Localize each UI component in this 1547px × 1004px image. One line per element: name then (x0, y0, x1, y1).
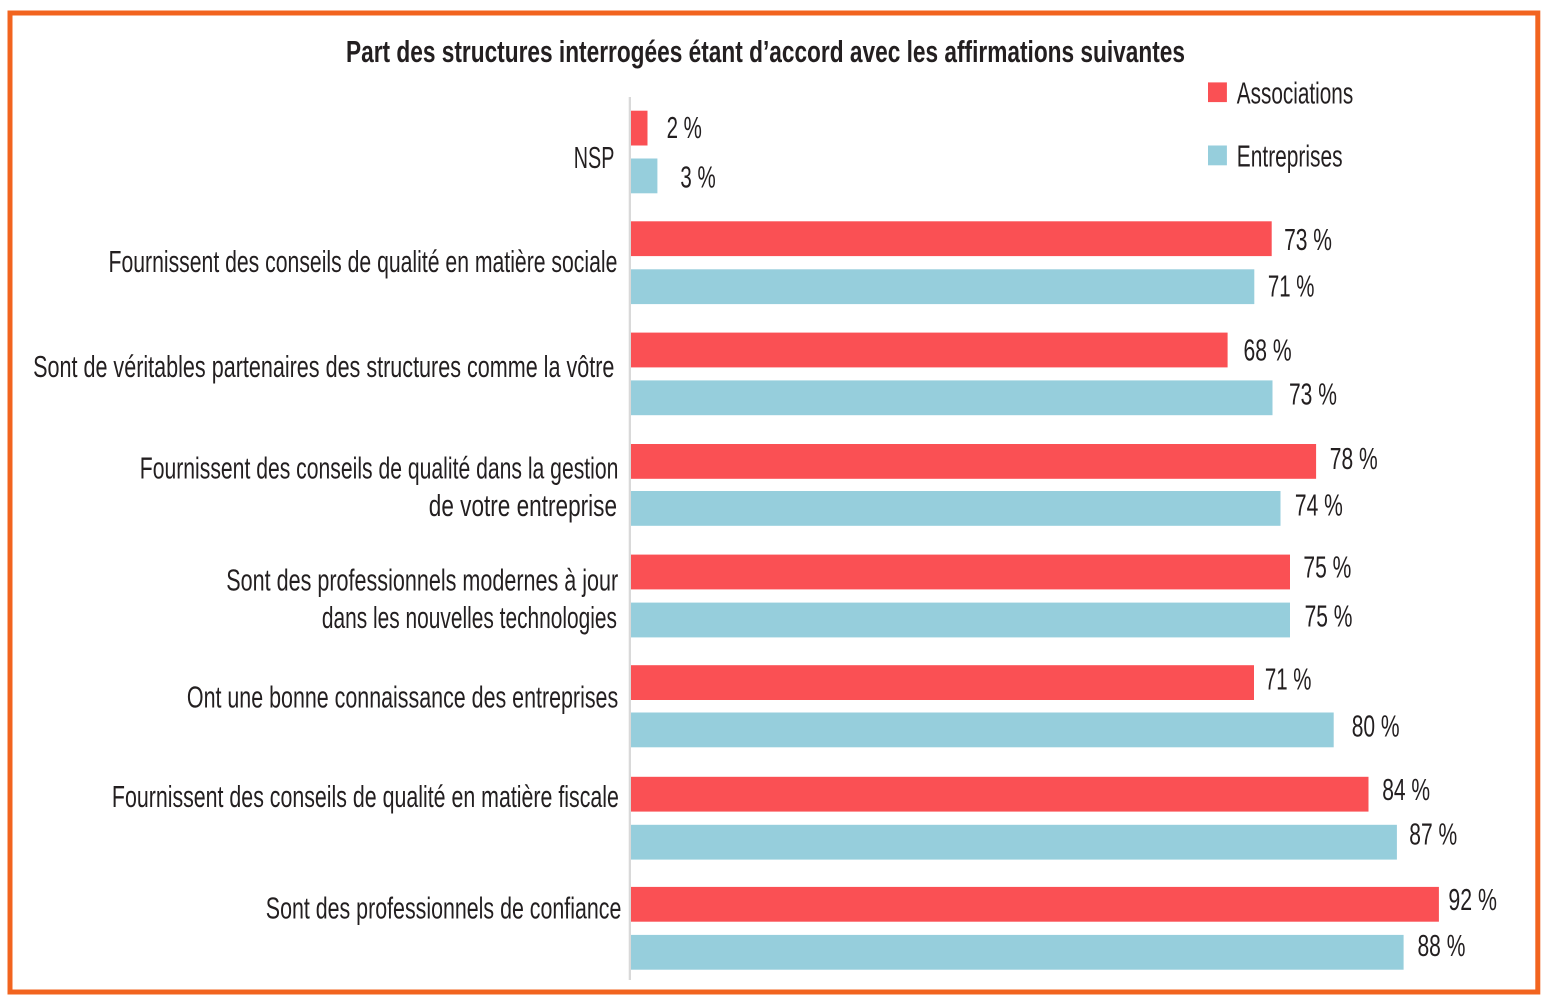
svg-text:Fournissent des conseils de qu: Fournissent des conseils de qualité en m… (112, 779, 619, 814)
svg-text:dans les nouvelles technologie: dans les nouvelles technologies (322, 600, 617, 635)
svg-text:Associations: Associations (1237, 75, 1353, 110)
svg-text:78 %: 78 % (1330, 441, 1378, 476)
svg-text:73 %: 73 % (1284, 222, 1332, 257)
svg-text:73 %: 73 % (1289, 377, 1337, 412)
svg-text:92 %: 92 % (1448, 882, 1497, 917)
svg-text:84 %: 84 % (1382, 772, 1430, 807)
svg-text:Fournissent des conseils de qu: Fournissent des conseils de qualité dans… (140, 451, 619, 486)
svg-text:87 %: 87 % (1409, 817, 1457, 852)
svg-text:de votre entreprise: de votre entreprise (429, 488, 617, 523)
svg-text:2 %: 2 % (667, 110, 702, 145)
svg-text:Sont des professionnels modern: Sont des professionnels modernes à jour (226, 563, 618, 598)
svg-text:75 %: 75 % (1303, 550, 1351, 585)
svg-text:75 %: 75 % (1305, 599, 1353, 634)
svg-text:88 %: 88 % (1418, 928, 1466, 963)
svg-text:Sont de véritables partenaires: Sont de véritables partenaires des struc… (33, 349, 614, 384)
svg-text:68 %: 68 % (1244, 333, 1292, 368)
svg-text:74 %: 74 % (1295, 487, 1343, 522)
svg-text:71 %: 71 % (1265, 662, 1312, 697)
svg-text:Fournissent des conseils de qu: Fournissent des conseils de qualité en m… (109, 244, 618, 279)
svg-text:Part des structures interrogée: Part des structures interrogées étant d’… (346, 34, 1185, 69)
svg-text:NSP: NSP (574, 140, 615, 175)
svg-text:80 %: 80 % (1352, 709, 1400, 744)
svg-text:Sont des professionnels de con: Sont des professionnels de confiance (266, 891, 622, 926)
svg-text:71 %: 71 % (1268, 269, 1315, 304)
svg-text:3 %: 3 % (680, 159, 715, 194)
svg-text:Ont une bonne connaissance des: Ont une bonne connaissance des entrepris… (187, 680, 618, 715)
svg-text:Entreprises: Entreprises (1237, 139, 1343, 174)
